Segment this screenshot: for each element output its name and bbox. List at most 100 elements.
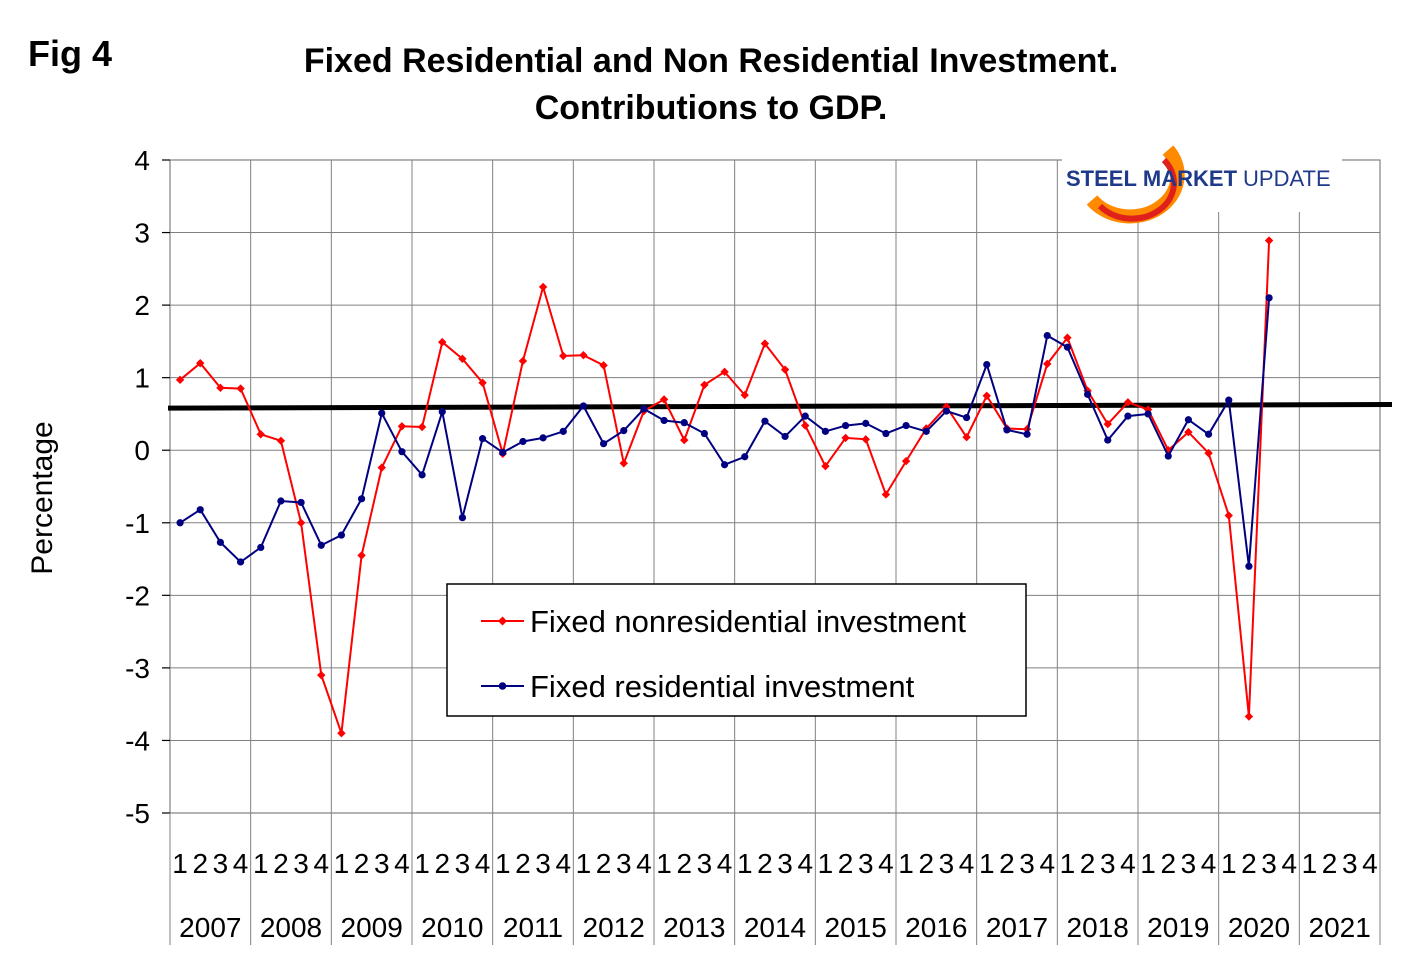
legend-label-residential: Fixed residential investment [530,669,915,704]
data-point-residential [337,531,346,539]
x-tick-label-quarter: 3 [777,848,793,879]
data-point-nonresidential [599,361,608,370]
x-tick-label-quarter: 4 [1201,848,1217,879]
x-tick-label-year: 2021 [1309,912,1371,943]
x-tick-label-quarter: 1 [495,848,511,879]
x-tick-label-quarter: 2 [1241,848,1257,879]
x-tick-label-quarter: 3 [455,848,471,879]
data-point-residential [942,407,951,415]
data-point-nonresidential [559,351,568,361]
x-tick-label-year: 2011 [503,912,563,943]
logo-text: STEEL MARKET UPDATE [1066,166,1331,191]
chart-title-line-2: Contributions to GDP. [535,89,888,127]
data-point-nonresidential [760,339,770,348]
y-tick-label: -3 [125,653,150,684]
x-tick-label-quarter: 2 [515,848,531,879]
chart-title-line-1: Fixed Residential and Non Residential In… [304,42,1118,80]
legend-box [446,583,1027,717]
data-point-nonresidential [236,384,245,393]
x-tick-label-quarter: 1 [253,848,269,879]
x-tick-label-quarter: 4 [797,848,813,879]
x-tick-label-year: 2010 [421,912,483,943]
data-point-residential [1225,396,1233,404]
data-point-residential [882,429,890,438]
data-point-nonresidential [377,463,386,472]
data-point-nonresidential [881,490,891,499]
y-tick-label: -1 [125,508,150,539]
x-tick-label-year: 2019 [1147,912,1209,943]
data-point-residential [1144,410,1152,418]
x-tick-label-quarter: 3 [213,848,229,879]
data-point-residential [821,427,830,435]
data-point-residential [277,497,285,505]
x-tick-label-quarter: 3 [535,848,551,879]
x-tick-label-quarter: 4 [878,848,894,879]
data-point-residential [1164,452,1172,460]
x-tick-label-quarter: 2 [1080,848,1096,879]
x-tick-label-quarter: 3 [1181,848,1197,879]
x-tick-label-year: 2017 [986,912,1048,943]
data-point-residential [902,421,910,430]
data-point-nonresidential [1244,712,1254,721]
x-tick-label-quarter: 4 [313,848,329,879]
x-tick-label-quarter: 2 [999,848,1015,879]
data-point-nonresidential [1224,511,1233,520]
y-tick-label: -5 [125,798,150,829]
x-tick-label-quarter: 1 [576,848,592,879]
data-point-residential [357,495,366,503]
y-tick-label: -4 [125,725,150,756]
legend-marker-nonresidential [498,616,507,626]
x-tick-label-quarter: 1 [737,848,753,879]
data-point-nonresidential [1043,359,1052,369]
x-tick-label-year: 2015 [825,912,887,943]
x-tick-label-quarter: 1 [898,848,914,879]
x-tick-label-quarter: 2 [838,848,854,879]
legend-marker-residential [498,682,507,690]
x-tick-label-quarter: 3 [1100,848,1116,879]
y-axis-ticks: 4 3 2 1 0 -1 -2 -3 -4 -5 [125,145,170,829]
x-tick-label-quarter: 3 [697,848,713,879]
data-point-nonresidential [458,354,467,364]
x-tick-label-quarter: 2 [918,848,934,879]
data-point-nonresidential [720,367,729,377]
x-tick-label-quarter: 3 [616,848,632,879]
data-point-nonresidential [397,422,407,431]
x-tick-label-quarter: 4 [959,848,975,879]
data-point-nonresidential [196,358,205,368]
logo-word-market: MARKET [1143,166,1238,191]
data-point-residential [539,434,547,442]
y-tick-label: 3 [134,218,150,249]
y-tick-label: 2 [134,290,150,321]
x-tick-label-quarter: 2 [1322,848,1338,879]
x-tick-label-quarter: 3 [939,848,955,879]
data-point-nonresidential [317,670,326,680]
data-point-residential [841,421,850,430]
data-point-residential [680,419,688,427]
data-point-nonresidential [841,433,850,443]
data-point-residential [1265,294,1273,302]
data-point-residential [1003,426,1011,434]
logo-swoosh-inner-icon [1097,157,1177,222]
data-point-residential [1245,562,1253,570]
data-point-nonresidential [962,432,971,442]
figure-label: Fig 4 [28,33,112,74]
steel-market-update-logo: STEEL MARKET UPDATE [1062,145,1342,224]
x-tick-label-quarter: 2 [354,848,370,879]
x-tick-label-quarter: 3 [1261,848,1277,879]
logo-word-steel: STEEL [1066,166,1137,191]
data-point-residential [499,448,507,456]
data-point-residential [1124,412,1132,420]
x-tick-label-quarter: 4 [555,848,571,879]
data-point-nonresidential [518,356,528,366]
data-point-residential [720,461,729,469]
x-tick-label-year: 2014 [744,912,806,943]
y-tick-label: 0 [134,435,150,466]
data-point-residential [519,437,527,446]
data-point-nonresidential [337,728,346,738]
data-point-residential [438,408,446,416]
x-tick-label-quarter: 1 [1221,848,1237,879]
data-point-nonresidential [740,390,749,400]
data-point-residential [579,402,588,410]
data-point-residential [781,432,789,441]
x-tick-label-quarter: 1 [334,848,350,879]
